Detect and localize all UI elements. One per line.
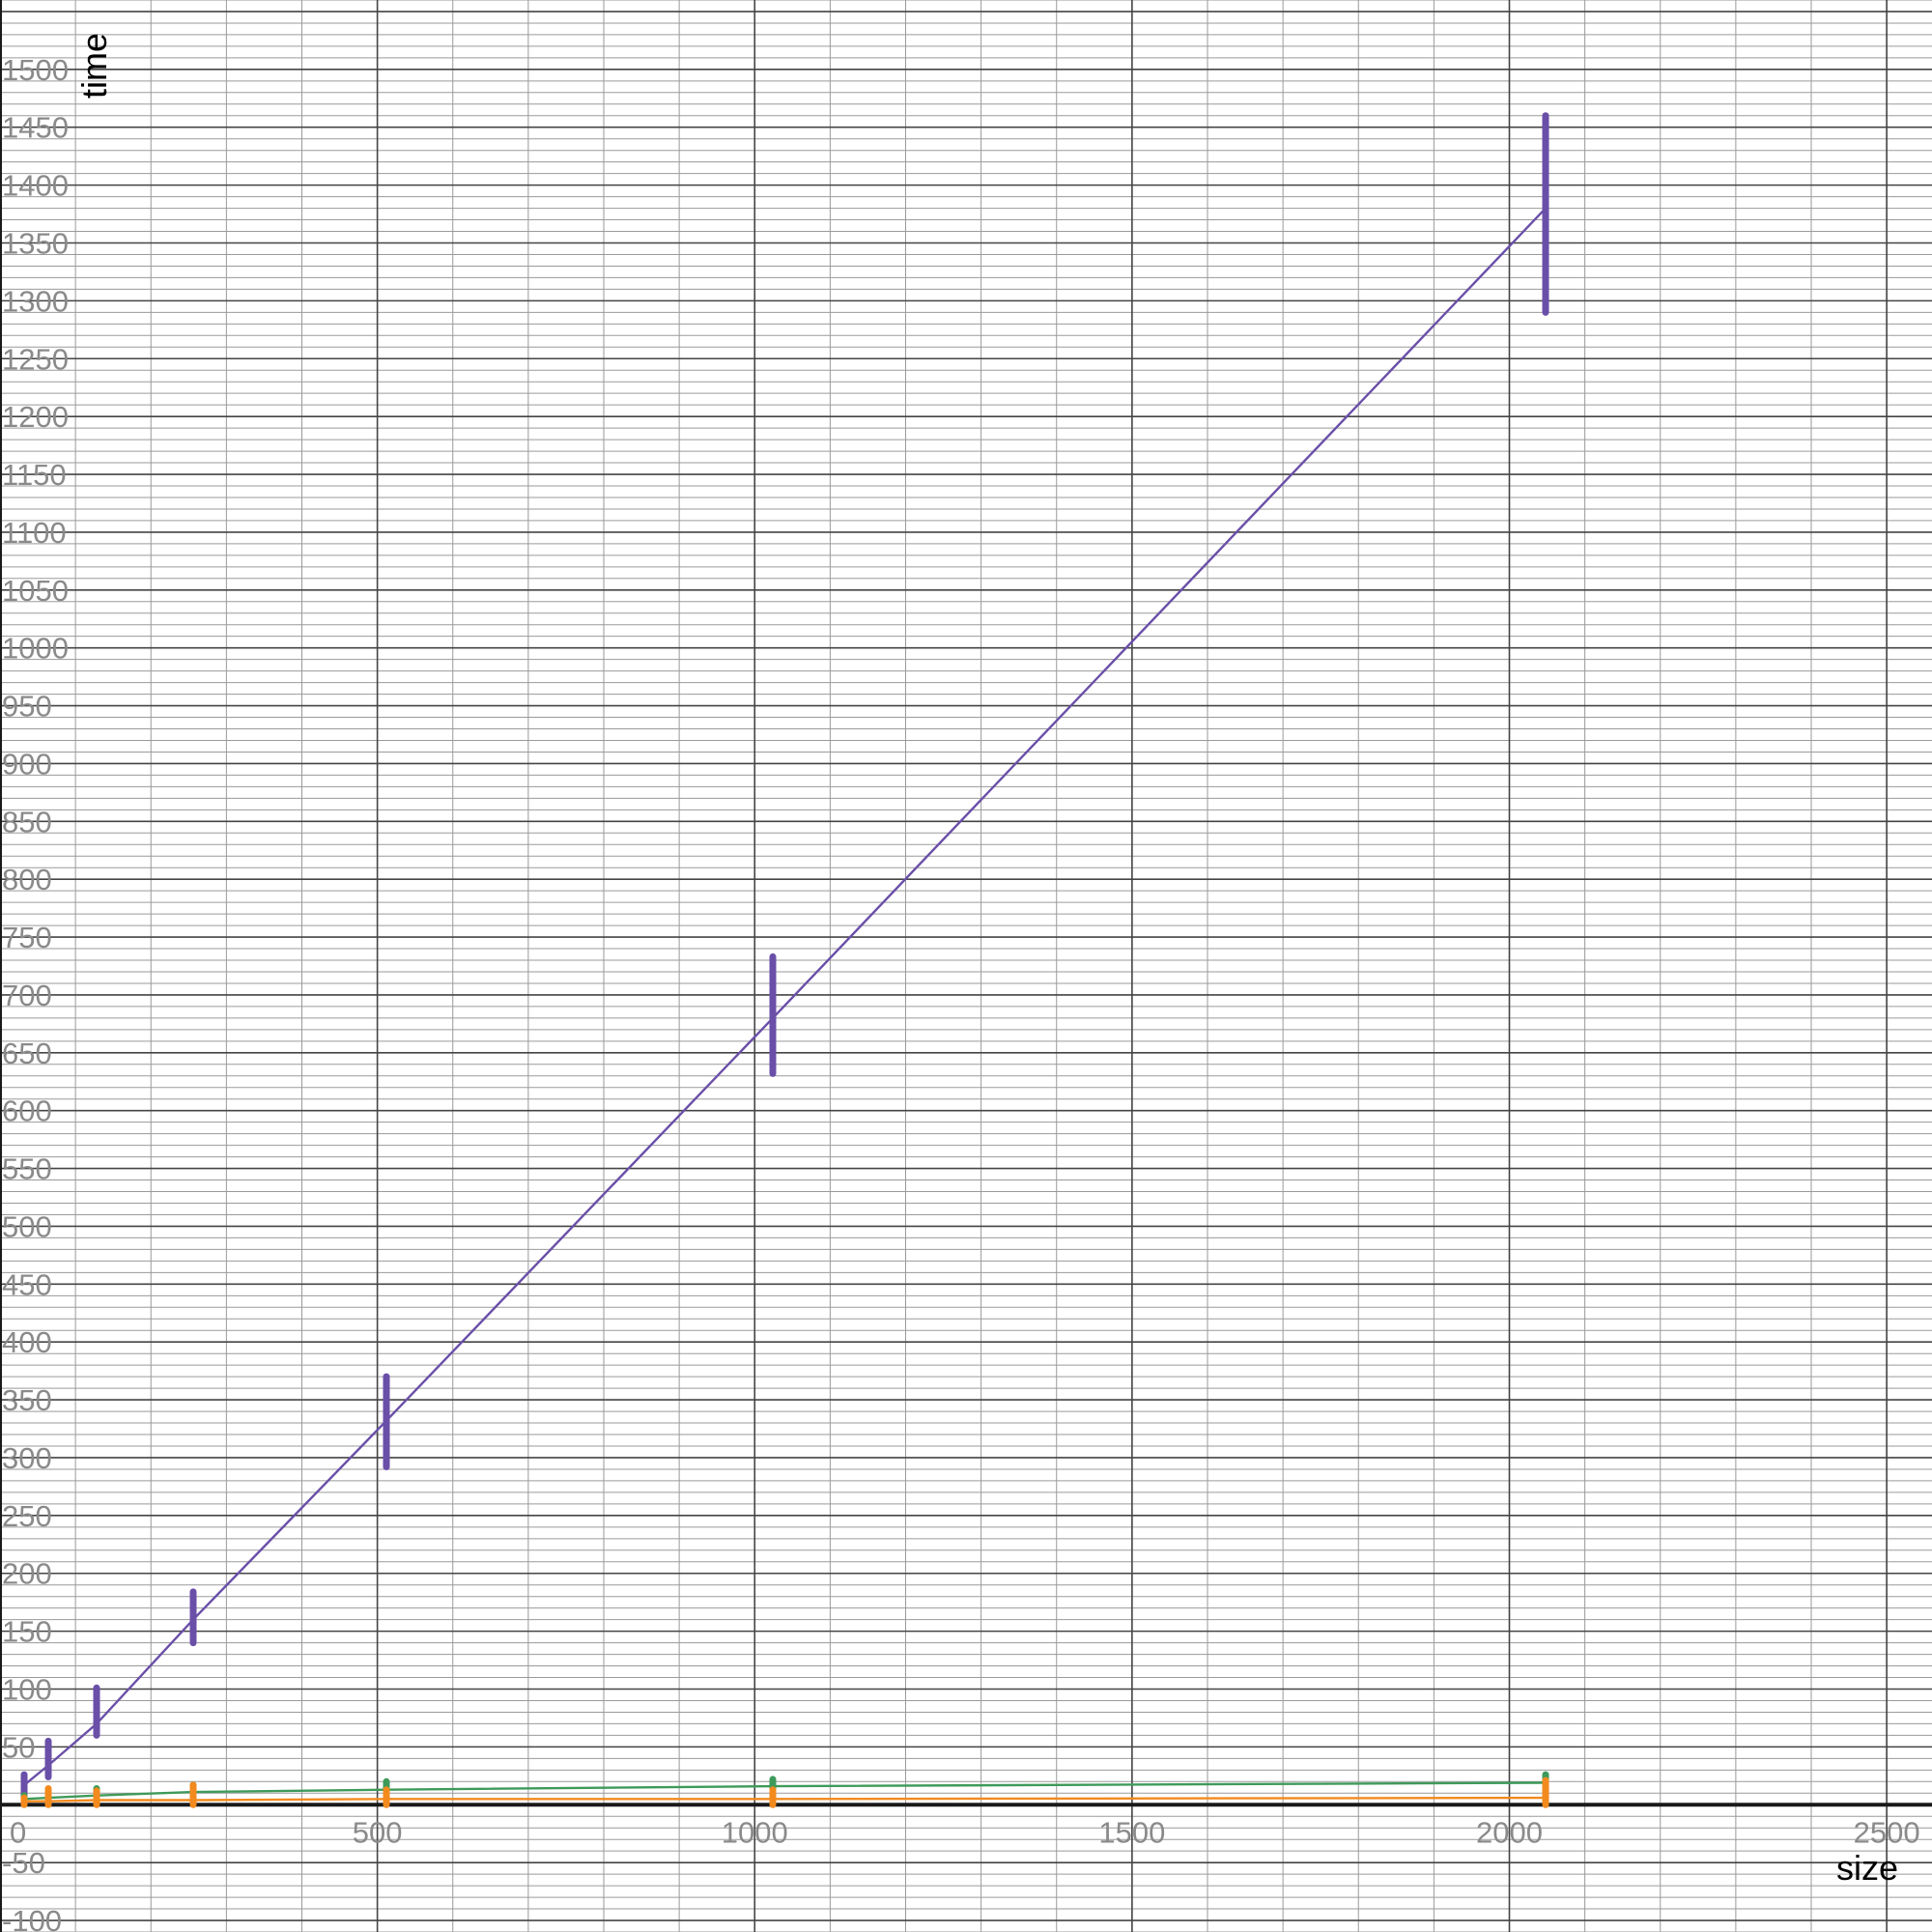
y-tick-label: 450	[2, 1267, 52, 1301]
x-tick-label: 1000	[722, 1815, 788, 1849]
x-tick-label: 1500	[1098, 1815, 1165, 1849]
y-tick-label: 1050	[2, 574, 69, 608]
series-3	[20, 1776, 1549, 1808]
x-axis-title: size	[1836, 1848, 1898, 1888]
y-tick-label: 750	[2, 921, 52, 954]
y-tick-label: 300	[2, 1441, 52, 1475]
series-1	[20, 112, 1549, 1802]
data-series	[20, 112, 1549, 1808]
y-tick-label: 700	[2, 979, 52, 1012]
series-line	[24, 1796, 1547, 1803]
y-tick-label: 1250	[2, 342, 69, 376]
y-tick-label: 250	[2, 1499, 52, 1533]
series-line	[23, 1781, 1547, 1801]
x-tick-label: 500	[353, 1815, 403, 1849]
x-tick-label: 2000	[1476, 1815, 1543, 1849]
y-tick-label: 950	[2, 690, 52, 724]
y-tick-label: 1350	[2, 226, 69, 260]
y-axis-title: time	[74, 33, 114, 99]
y-tick-label: -50	[2, 1846, 45, 1880]
y-tick-label: 50	[2, 1730, 35, 1764]
x-tick-label: 2500	[1854, 1815, 1920, 1849]
y-tick-label: 200	[2, 1557, 52, 1591]
y-tick-label: 600	[2, 1094, 52, 1128]
y-tick-label: 650	[2, 1037, 52, 1070]
y-tick-label: 1200	[2, 400, 69, 434]
x-tick-label: 0	[10, 1815, 26, 1849]
y-tick-label: 400	[2, 1325, 52, 1359]
y-tick-label: 1150	[2, 458, 67, 492]
y-tick-label: 500	[2, 1209, 52, 1243]
y-tick-label: 1100	[2, 516, 67, 550]
y-tick-label: 1450	[2, 111, 69, 145]
y-tick-label: 100	[2, 1673, 52, 1707]
y-tick-label: 1000	[2, 632, 69, 666]
y-tick-label: 1500	[2, 53, 69, 87]
series-line	[23, 207, 1547, 1786]
y-tick-label: -100	[2, 1904, 62, 1932]
y-tick-label: 1400	[2, 169, 69, 203]
y-tick-label: 850	[2, 805, 52, 838]
y-tick-label: 900	[2, 747, 52, 781]
y-tick-label: 800	[2, 863, 52, 896]
y-tick-label: 350	[2, 1383, 52, 1417]
y-tick-label: 150	[2, 1615, 52, 1649]
y-tick-label: 1300	[2, 284, 69, 318]
y-tick-label: 550	[2, 1152, 52, 1186]
tick-labels: 0 500 1000 1500 2000 2500 -100 -50 50 100 150 200 25…	[2, 53, 1920, 1932]
